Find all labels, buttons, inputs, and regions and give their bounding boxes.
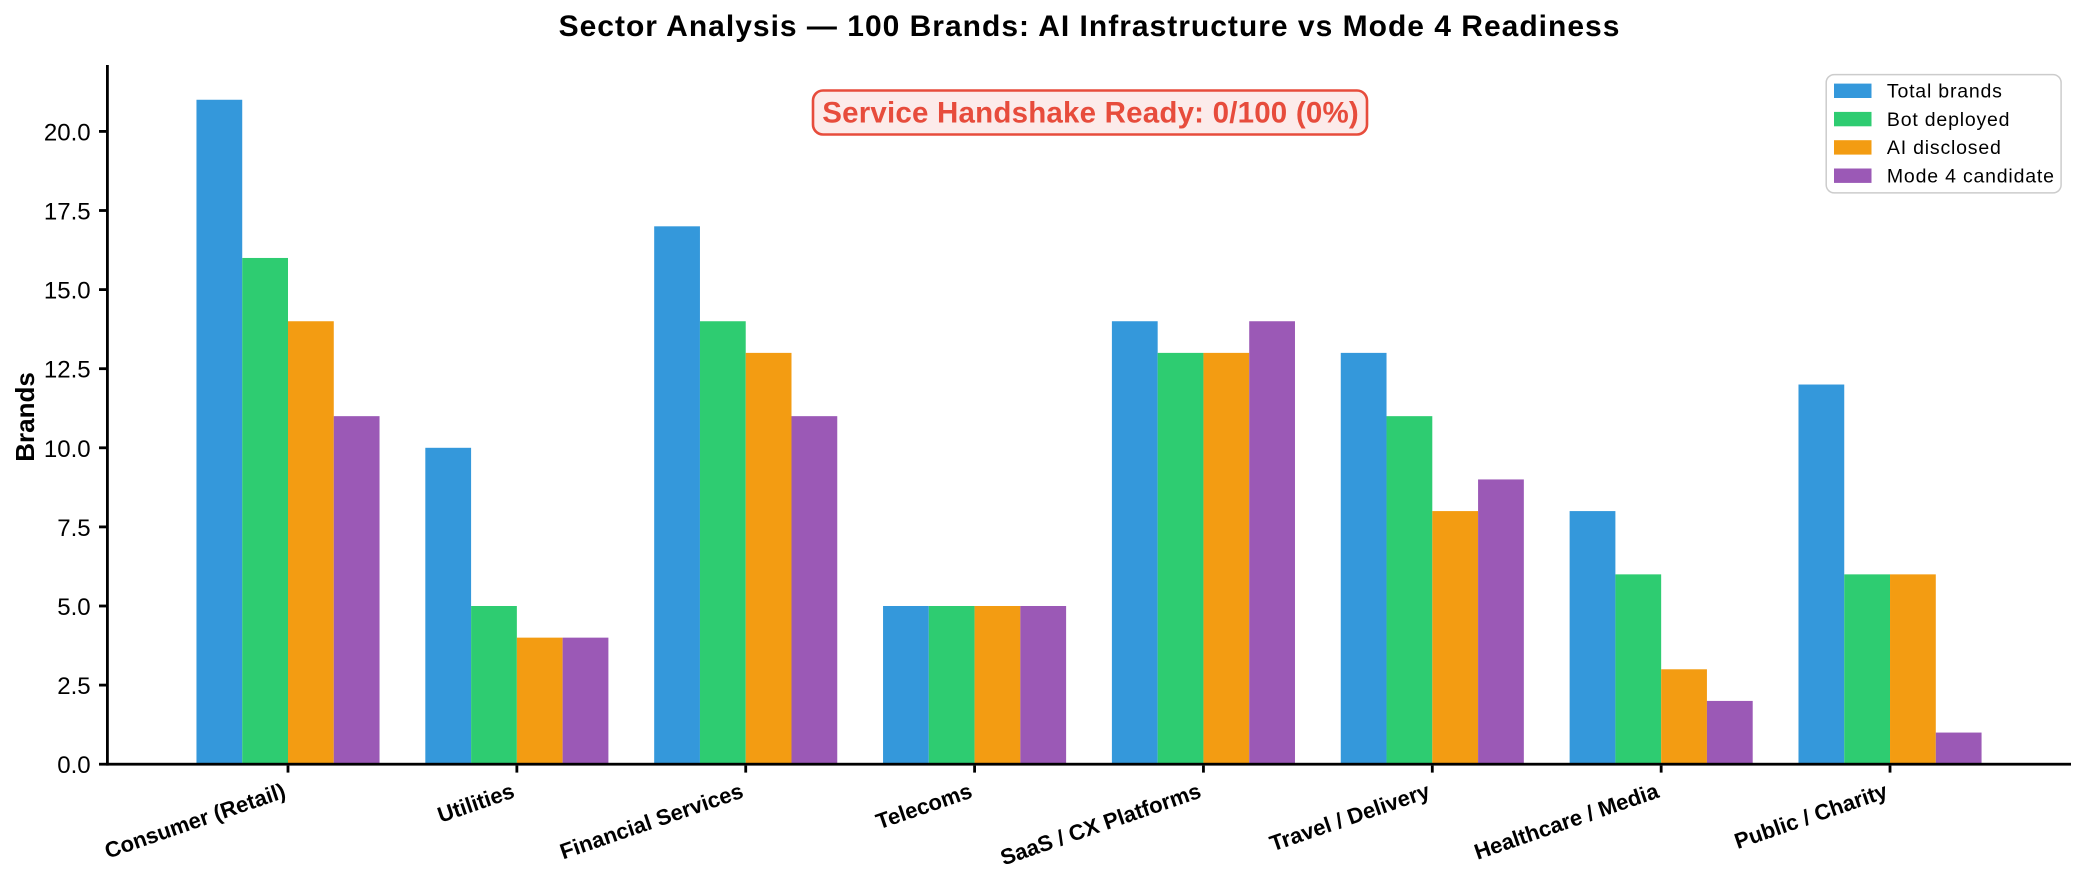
svg-text:12.5: 12.5 (44, 357, 91, 384)
svg-text:Total brands: Total brands (1887, 81, 2003, 103)
svg-text:0.0: 0.0 (57, 752, 90, 779)
svg-text:Bot deployed: Bot deployed (1887, 109, 2010, 131)
svg-text:Brands: Brands (10, 372, 40, 462)
svg-text:5.0: 5.0 (57, 594, 90, 621)
svg-text:7.5: 7.5 (57, 515, 90, 542)
svg-text:Sector Analysis — 100 Brands:: Sector Analysis — 100 Brands: AI Infrast… (559, 10, 1621, 43)
svg-text:Service Handshake Ready: 0/100: Service Handshake Ready: 0/100 (0%) (822, 97, 1359, 130)
svg-text:AI disclosed: AI disclosed (1887, 137, 2002, 159)
svg-text:20.0: 20.0 (44, 119, 91, 146)
svg-text:2.5: 2.5 (57, 673, 90, 700)
svg-text:Mode 4 candidate: Mode 4 candidate (1887, 166, 2055, 188)
svg-text:10.0: 10.0 (44, 436, 91, 463)
svg-text:15.0: 15.0 (44, 278, 91, 305)
svg-text:17.5: 17.5 (44, 199, 91, 226)
